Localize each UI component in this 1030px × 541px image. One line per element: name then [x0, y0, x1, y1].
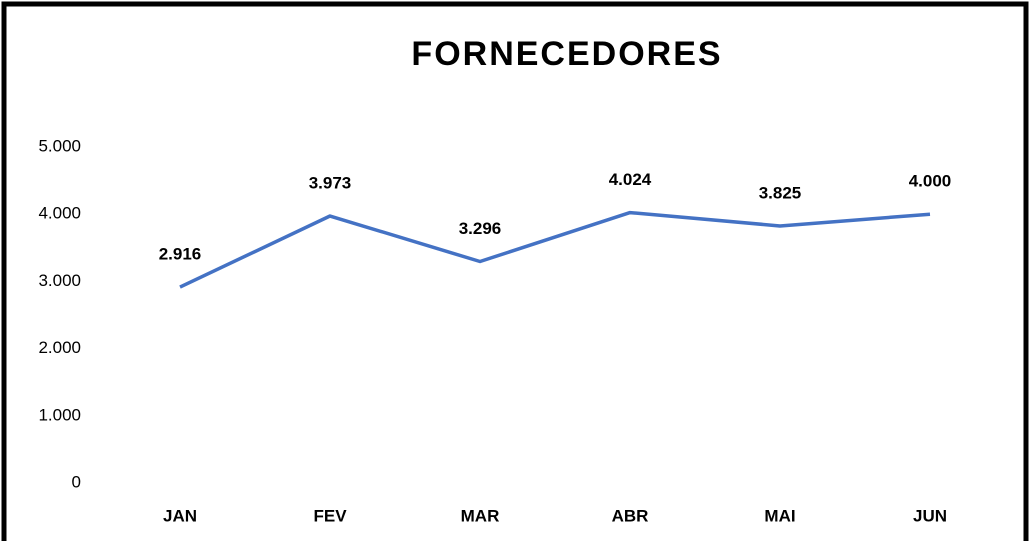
x-tick-label: JAN: [163, 506, 197, 525]
y-tick-label: 3.000: [38, 271, 81, 290]
x-tick-label: ABR: [612, 506, 649, 525]
data-label: 3.973: [309, 173, 352, 192]
data-label: 4.000: [909, 172, 952, 191]
y-tick-label: 2.000: [38, 338, 81, 357]
data-label: 3.825: [759, 183, 802, 202]
chart-title: FORNECEDORES: [411, 35, 722, 73]
y-tick-label: 5.000: [38, 136, 81, 155]
y-tick-label: 0: [72, 472, 81, 491]
x-tick-label: FEV: [313, 506, 347, 525]
data-label: 3.296: [459, 219, 502, 238]
series-line: [179, 210, 931, 289]
x-tick-label: JUN: [913, 506, 947, 525]
x-tick-label: MAR: [461, 506, 500, 525]
x-tick-label: MAI: [764, 506, 795, 525]
data-label: 4.024: [609, 170, 652, 189]
y-tick-label: 4.000: [38, 204, 81, 223]
data-label: 2.916: [159, 245, 202, 264]
y-tick-label: 1.000: [38, 405, 81, 424]
